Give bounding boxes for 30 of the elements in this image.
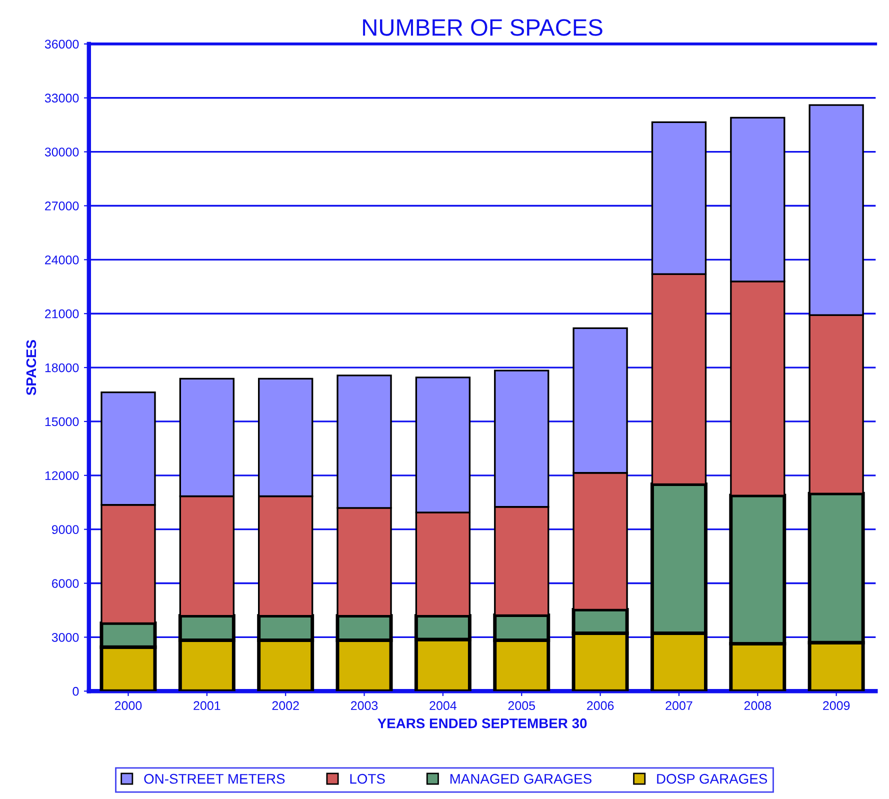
y-tick-label: 21000: [45, 309, 79, 318]
x-tick-label: 2009: [823, 701, 850, 710]
legend-label: ON-STREET METERS: [144, 774, 285, 784]
x-tick-label: 2003: [350, 701, 378, 710]
y-tick-label: 9000: [52, 525, 79, 534]
y-tick-label: 27000: [45, 202, 79, 210]
x-tick-label: 2000: [114, 701, 142, 710]
y-tick-label: 36000: [44, 40, 79, 49]
x-axis-title: YEARS ENDED SEPTEMBER 30: [378, 718, 587, 728]
x-tick-label: 2001: [194, 701, 220, 710]
y-tick-label: 33000: [44, 94, 79, 103]
chart-title: NUMBER OF SPACES: [363, 19, 602, 36]
y-tick-label: 0: [72, 686, 79, 696]
x-tick-label: 2008: [744, 701, 772, 710]
x-tick-label: 2002: [272, 701, 299, 710]
y-tick-label: 30000: [44, 148, 79, 156]
y-tick-label: 3000: [52, 633, 79, 642]
x-tick-label: 2006: [587, 701, 614, 710]
y-tick-label: 24000: [45, 255, 79, 264]
legend-label: MANAGED GARAGES: [450, 774, 592, 784]
y-tick-label: 18000: [45, 363, 79, 372]
x-tick-label: 2005: [508, 701, 535, 710]
legend-label: DOSP GARAGES: [657, 774, 768, 784]
y-tick-label: 12000: [45, 471, 79, 480]
y-tick-label: 15000: [45, 417, 79, 426]
y-tick-label: 6000: [52, 579, 79, 588]
x-tick-label: 2004: [430, 701, 456, 710]
x-tick-label: 2007: [666, 701, 692, 710]
legend-label: LOTS: [350, 774, 385, 784]
y-axis-title: SPACES: [26, 340, 36, 396]
